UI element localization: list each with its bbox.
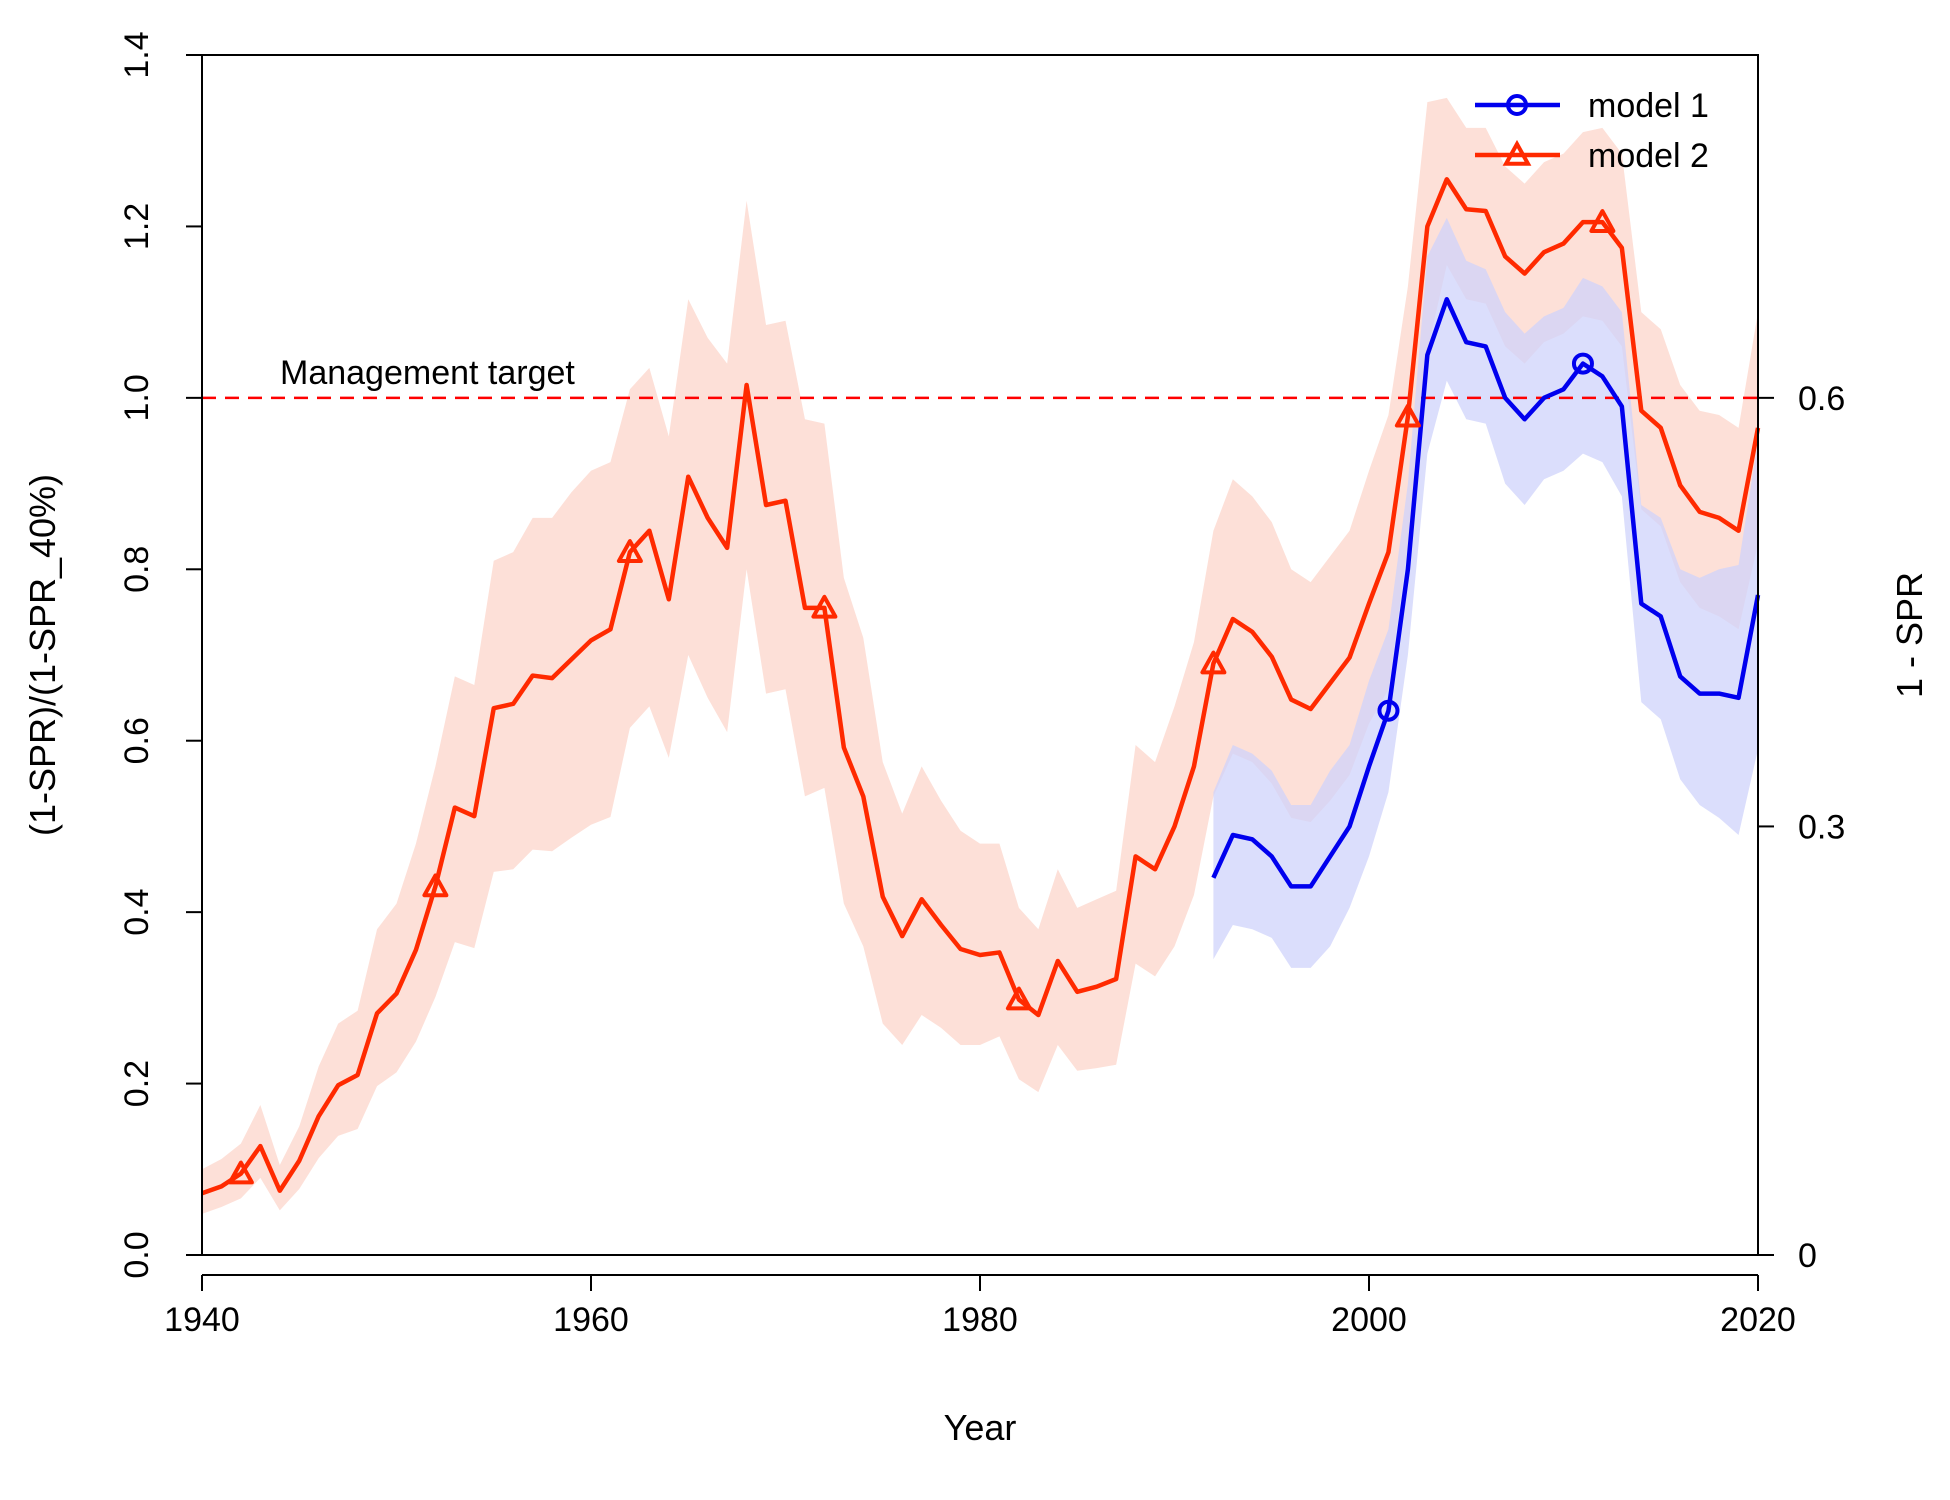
right-y-tick-label: 0.3	[1798, 808, 1845, 846]
series-line-model-1	[1211, 297, 1761, 889]
data-point-model-2	[1200, 650, 1227, 675]
data-point-model-1	[1377, 699, 1400, 722]
y-tick-label: 1.0	[118, 374, 156, 421]
x-axis-title: Year	[944, 1407, 1017, 1448]
reference-line-label: Management target	[280, 354, 575, 392]
x-tick-label: 1960	[553, 1301, 629, 1339]
data-point-model-2	[1005, 986, 1032, 1011]
data-point-model-2	[422, 873, 449, 898]
plot-frame	[201, 54, 1759, 1256]
y-tick-label: 1.4	[118, 31, 156, 78]
series-markers	[227, 209, 1616, 1185]
axes: 1940 1960 1980 2000 2020 0.0 0.2 0.4 0.6 0.8 1.0 1.…	[118, 31, 1845, 1339]
confidence-band-model-2	[202, 97, 1758, 1214]
series-line-model-2	[201, 177, 1761, 1196]
axis-labels: Management target Year (1-SPR)/(1-SPR_40…	[22, 354, 1930, 1448]
legend-label-model-1: model 1	[1588, 87, 1709, 125]
right-y-tick-label: 0	[1798, 1237, 1817, 1275]
data-point-model-2	[616, 539, 643, 563]
legend-marker-model-1	[1506, 94, 1528, 116]
x-tick-label: 1940	[164, 1301, 240, 1339]
y-tick-label: 0.2	[118, 1060, 156, 1107]
y-tick-label: 0.6	[118, 717, 156, 764]
legend-item-model-1: model 1	[1475, 87, 1709, 125]
y-axis-title: (1-SPR)/(1-SPR_40%)	[22, 474, 63, 836]
data-point-model-2	[1394, 403, 1421, 428]
y-tick-label: 0.8	[118, 546, 156, 593]
x-tick-label: 2000	[1331, 1301, 1407, 1339]
legend-label-model-2: model 2	[1588, 137, 1709, 175]
confidence-bands	[202, 97, 1758, 1214]
right-axis-title: 1 - SPR	[1889, 572, 1930, 698]
series-lines	[201, 177, 1761, 1196]
x-tick-label: 2020	[1720, 1301, 1796, 1339]
legend: model 1 model 2	[1475, 87, 1709, 175]
right-y-tick-label: 0.6	[1798, 380, 1845, 418]
data-point-model-2	[1589, 209, 1616, 233]
legend-marker-model-2	[1502, 139, 1532, 166]
data-point-model-2	[811, 594, 838, 619]
y-tick-label: 0.4	[118, 889, 156, 936]
data-point-model-2	[227, 1160, 254, 1185]
x-tick-label: 1980	[942, 1301, 1018, 1339]
data-point-model-1	[1571, 352, 1594, 375]
y-tick-label: 0.0	[118, 1231, 156, 1278]
legend-item-model-2: model 2	[1475, 137, 1709, 175]
y-tick-label: 1.2	[118, 203, 156, 250]
